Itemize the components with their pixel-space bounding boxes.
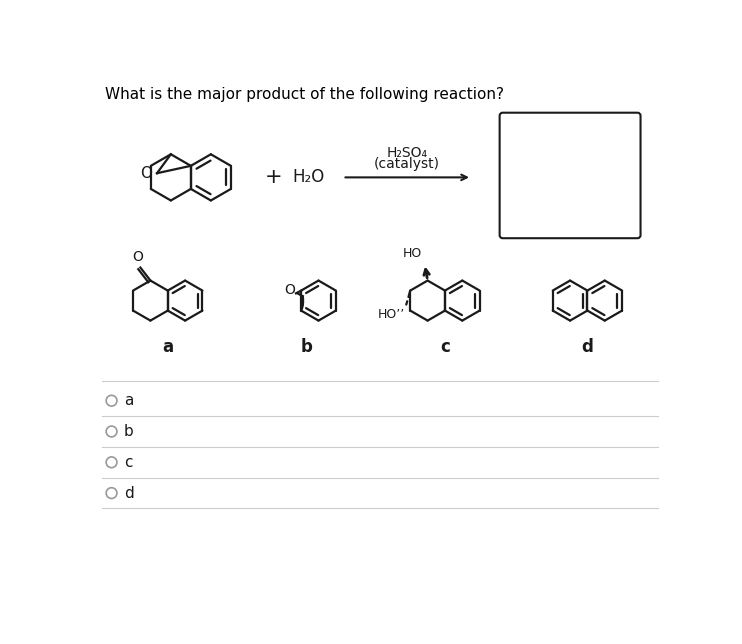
Text: c: c bbox=[124, 455, 132, 469]
Text: b: b bbox=[301, 337, 312, 355]
Text: H₂O: H₂O bbox=[292, 168, 325, 186]
Text: c: c bbox=[440, 337, 450, 355]
Text: What is the major product of the following reaction?: What is the major product of the followi… bbox=[105, 86, 504, 102]
Text: b: b bbox=[124, 424, 134, 439]
Text: O: O bbox=[132, 250, 142, 263]
Text: HO’’: HO’’ bbox=[378, 308, 404, 321]
Text: H₂SO₄: H₂SO₄ bbox=[387, 146, 428, 160]
Text: a: a bbox=[162, 337, 174, 355]
Text: a: a bbox=[124, 393, 134, 408]
Text: +: + bbox=[264, 167, 282, 187]
Text: (catalyst): (catalyst) bbox=[374, 157, 440, 171]
Text: HO: HO bbox=[403, 247, 422, 260]
FancyBboxPatch shape bbox=[499, 113, 640, 238]
Text: d: d bbox=[124, 486, 134, 500]
Text: d: d bbox=[582, 337, 594, 355]
Text: O: O bbox=[284, 283, 295, 298]
Text: O: O bbox=[140, 166, 153, 181]
